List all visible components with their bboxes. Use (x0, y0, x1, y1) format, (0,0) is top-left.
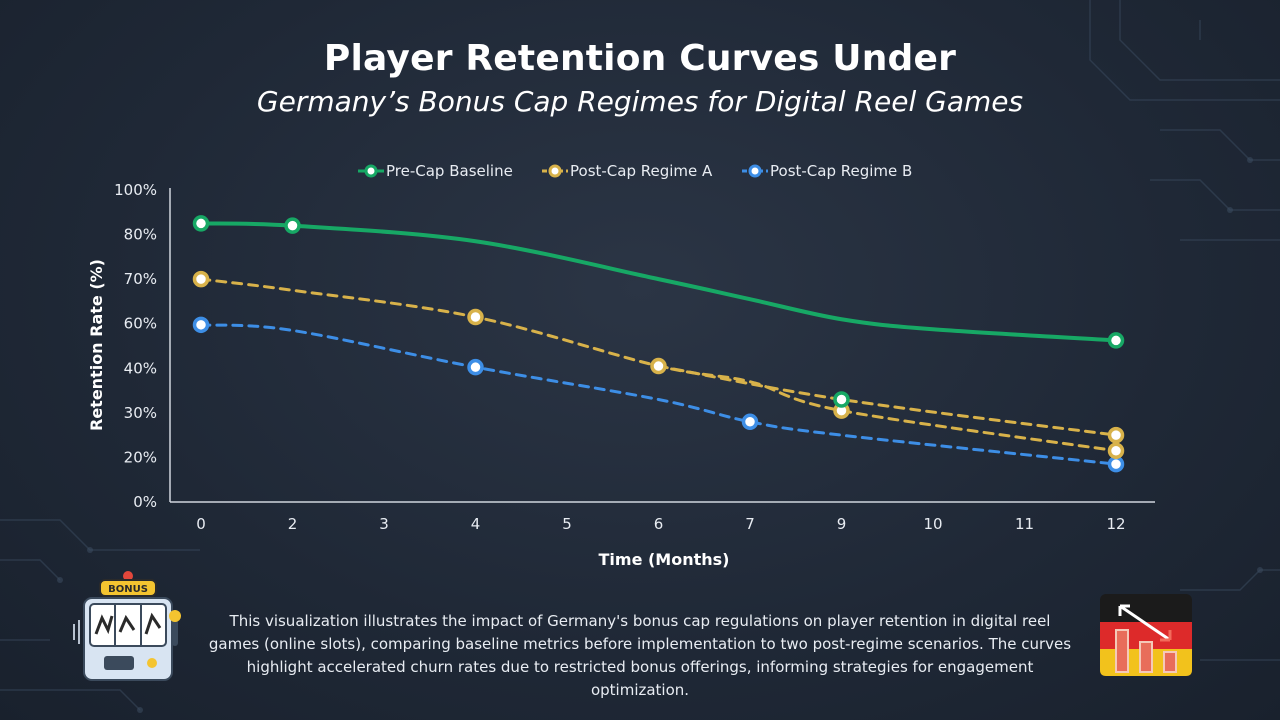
x-tick-label: 3 (379, 515, 389, 533)
x-tick-label: 0 (196, 515, 206, 533)
x-tick-label: 12 (1106, 515, 1125, 533)
series-0 (192, 215, 1125, 408)
data-point (1107, 332, 1125, 349)
y-tick-labels: 0% 20% 30% 40% 60% 70% 80% 100% (114, 181, 157, 511)
series-line (199, 323, 1118, 466)
y-tick-label: 100% (114, 181, 157, 199)
legend: Pre-Cap Baseline Post-Cap Regime A Post-Ca… (358, 162, 912, 180)
x-tick-label: 2 (288, 515, 298, 533)
y-tick-label: 70% (124, 270, 157, 288)
legend-marker (548, 164, 562, 178)
legend-marker (364, 164, 378, 178)
slot-machine-icon: BONUS (73, 571, 181, 681)
axes (169, 188, 1155, 503)
slot-bonus-label: BONUS (108, 584, 148, 595)
chart-description: This visualization illustrates the impac… (208, 612, 1072, 699)
title-block: Player Retention Curves Under Germany’s … (0, 38, 1280, 118)
series-1 (192, 270, 1125, 459)
y-tick-label: 80% (124, 226, 157, 244)
x-tick-label: 6 (654, 515, 664, 533)
y-axis-title: Retention Rate (%) (87, 259, 106, 431)
data-point (650, 357, 667, 375)
data-point (741, 413, 759, 431)
x-tick-label: 10 (923, 515, 942, 533)
chart-title: Player Retention Curves Under (323, 38, 957, 79)
y-tick-label: 30% (124, 404, 157, 422)
x-tick-label: 4 (471, 515, 481, 533)
series-layer (192, 215, 1125, 473)
legend-marker (748, 164, 762, 178)
x-tick-labels: 0 2 3 4 5 6 7 9 10 11 12 (196, 515, 1125, 533)
y-tick-label: 20% (124, 448, 157, 466)
series-line (199, 221, 1118, 343)
data-point (833, 391, 850, 408)
x-tick-label: 7 (745, 515, 755, 533)
y-tick-label: 40% (124, 359, 157, 377)
legend-label: Post-Cap Regime B (770, 162, 912, 180)
data-point (467, 358, 484, 376)
x-tick-label: 5 (562, 515, 572, 533)
data-point (467, 308, 484, 326)
y-tick-label: 60% (124, 315, 157, 333)
x-tick-label: 11 (1015, 515, 1034, 533)
data-point (192, 215, 210, 232)
legend-label: Pre-Cap Baseline (386, 162, 513, 180)
data-point (1107, 426, 1125, 444)
data-point (192, 270, 210, 288)
data-point (1107, 442, 1125, 459)
y-tick-label: 0% (133, 493, 157, 511)
x-axis-title: Time (Months) (599, 550, 730, 569)
series-2 (192, 316, 1125, 473)
legend-label: Post-Cap Regime A (570, 162, 713, 180)
data-point (1107, 455, 1125, 473)
chart-subtitle: Germany’s Bonus Cap Regimes for Digital … (256, 85, 1024, 118)
x-tick-label: 9 (837, 515, 847, 533)
data-point (192, 316, 210, 334)
data-point (284, 217, 301, 234)
germany-flag-chart-icon (1100, 594, 1192, 676)
